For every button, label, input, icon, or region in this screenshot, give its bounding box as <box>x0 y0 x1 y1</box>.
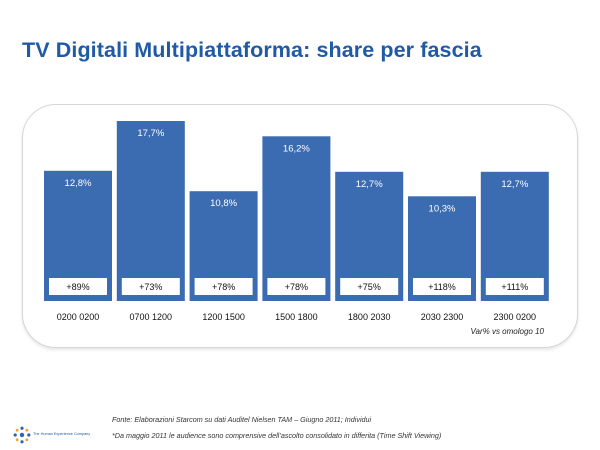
bar <box>262 136 331 301</box>
bar-value-label: 12,8% <box>65 178 92 189</box>
variation-label: +75% <box>358 282 381 292</box>
variation-box <box>121 278 180 295</box>
bar-value-label: 16,2% <box>283 143 310 154</box>
variation-note: Var% vs omologo 10 <box>470 327 544 336</box>
variation-label: +73% <box>139 282 162 292</box>
page-title: TV Digitali Multipiattaforma: share per … <box>22 38 482 62</box>
category-label: 1800 2030 <box>348 312 391 322</box>
variation-label: +111% <box>501 282 528 292</box>
category-label: 1500 1800 <box>275 312 318 322</box>
variation-box <box>194 278 253 295</box>
variation-label: +89% <box>66 282 89 292</box>
variation-box <box>49 278 107 295</box>
bar-value-label: 17,7% <box>137 128 164 139</box>
category-label: 2300 0200 <box>494 312 537 322</box>
category-label: 1200 1500 <box>202 312 245 322</box>
variation-label: +118% <box>428 282 456 292</box>
bar-value-label: 12,7% <box>356 179 383 190</box>
source-note: Fonte: Elaborazioni Starcom su dati Audi… <box>112 415 372 424</box>
footnote: *Da maggio 2011 le audience sono compren… <box>112 431 442 440</box>
variation-box <box>413 278 471 295</box>
variation-box <box>485 278 544 295</box>
variation-box <box>340 278 399 295</box>
category-label: 2030 2300 <box>421 312 464 322</box>
category-label: 0700 1200 <box>130 312 173 322</box>
bar-value-label: 10,8% <box>210 198 237 209</box>
company-tagline: The Human Experience Company <box>33 432 91 436</box>
company-logo-icon <box>13 426 31 444</box>
variation-label: +78% <box>285 282 308 292</box>
bar <box>116 121 185 301</box>
variation-box <box>267 278 326 295</box>
variation-label: +78% <box>212 282 235 292</box>
bar-value-label: 12,7% <box>501 179 528 190</box>
bar-value-label: 10,3% <box>429 203 456 214</box>
category-label: 0200 0200 <box>57 312 100 322</box>
